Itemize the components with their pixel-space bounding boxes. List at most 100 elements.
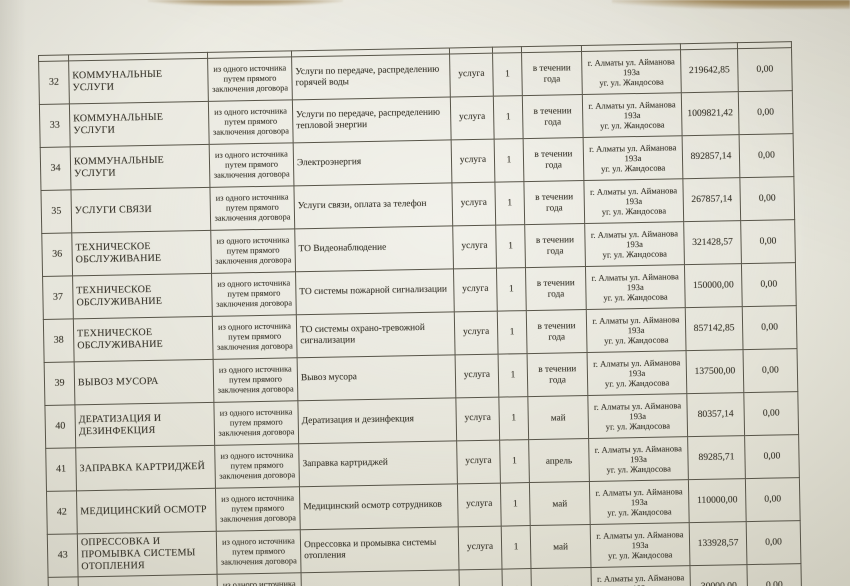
cell-unit: услуга	[450, 96, 495, 140]
cell-description: Медицинский осмотр сотрудников	[299, 483, 459, 530]
cell-quantity: 1	[498, 353, 528, 398]
address-line-3: уг. ул. Жандосова	[606, 463, 671, 475]
cell-method: из одного источника путем прямого заключ…	[213, 400, 299, 446]
cell-method: из одного источника путем прямого заключ…	[207, 56, 293, 102]
cell-category: ТЕХНИЧЕСКОЕ ОБСЛУЖИВАНИЕ	[72, 273, 213, 319]
cell-address: г. Алматы ул. Айманова 193а уг. ул. Жанд…	[586, 307, 687, 353]
cell-period: в течении года	[523, 137, 584, 182]
cell-row-number: 35	[40, 189, 72, 234]
address-line-3: уг. ул. Жандосова	[604, 377, 670, 389]
cell-row-number: 33	[39, 103, 71, 148]
cell-unit: услуга	[455, 354, 499, 398]
cell-quantity: 1	[493, 95, 524, 140]
cell-description: Электроэнергия	[293, 139, 452, 186]
cell-address: г. Алматы ул. Айманова 193а уг. ул. Жанд…	[585, 264, 686, 310]
cell-quantity: 1	[496, 267, 527, 312]
desk-surface-right	[612, 0, 850, 9]
cell-quantity: 1	[492, 52, 523, 97]
address-line-3: уг. ул. Жандосова	[607, 506, 672, 518]
cell-row-number: 36	[41, 232, 73, 277]
cell-paid: 0,00	[740, 219, 796, 264]
cell-unit: услуга	[457, 483, 502, 527]
cell-period: в течении года	[524, 223, 586, 268]
cell-category: КОММУНАЛЬНЫЕ УСЛУГИ	[69, 101, 210, 147]
cell-amount: 267857,14	[682, 177, 741, 222]
cell-address: г. Алматы ул. Айманова 193а уг. ул. Жанд…	[590, 522, 690, 568]
desk-surface-left	[148, 0, 343, 6]
cell-period: апрель	[528, 438, 590, 483]
cell-method: из одного источника путем прямого заключ…	[211, 271, 297, 317]
cell-description: Услуги по передаче, распределению теплов…	[292, 96, 452, 143]
cell-quantity: 1	[501, 568, 532, 586]
cell-period: в течении года	[523, 180, 585, 225]
cell-row-number: 37	[42, 275, 74, 320]
cell-address: г. Алматы ул. Айманова 193а уг. ул. Жанд…	[581, 49, 682, 95]
address-line-3: уг. ул. Жандосова	[601, 205, 667, 217]
cell-address: г. Алматы ул. Айманова 193а уг. ул. Жанд…	[587, 350, 687, 396]
address-line-3: уг. ул. Жандосова	[602, 248, 667, 260]
cell-category: ТЕХНИЧЕСКОЕ ОБСЛУЖИВАНИЕ	[73, 316, 214, 362]
cell-row-number: 39	[44, 361, 75, 406]
cell-description: ТО системы пожарной сигнализации	[295, 268, 455, 315]
cell-period: в течении года	[525, 266, 587, 311]
cell-amount: 1009821,42	[681, 91, 740, 136]
address-line-3: уг. ул. Жандосова	[604, 334, 669, 346]
cell-address: г. Алматы ул. Айманова 193а уг. ул. Жанд…	[583, 135, 683, 181]
cell-period: в течении года	[526, 309, 588, 354]
cell-method: из одного источника путем прямого заключ…	[209, 142, 294, 188]
cell-description: Услуги связи, оплата за телефон	[293, 182, 453, 229]
cell-category: ТЕХНИЧЕСКОЕ ОБСЛУЖИВАНИЕ	[71, 230, 212, 276]
cell-address: г. Алматы ул. Айманова 193а уг. ул. Жанд…	[582, 92, 683, 138]
cell-method: из одного источника путем прямого заключ…	[210, 228, 296, 274]
cell-description: Дератизация и дезинфекция	[297, 397, 457, 444]
cell-period: май	[527, 395, 589, 440]
cell-category: КОММУНАЛЬНЫЕ УСЛУГИ	[70, 144, 210, 190]
cell-method: из одного источника путем прямого заключ…	[216, 529, 302, 575]
cell-amount: 137500,00	[686, 349, 744, 394]
cell-paid: 0,00	[742, 305, 798, 350]
cell-quantity: 1	[498, 396, 529, 441]
cell-unit: услуга	[459, 569, 503, 586]
cell-method: из одного источника путем прямого заключ…	[212, 314, 298, 360]
cell-period: в течении года	[527, 352, 588, 397]
cell-category: УСЛУГИ СВЯЗИ	[70, 187, 211, 233]
cell-address: г. Алматы ул. Айманова 193а уг. ул. Жанд…	[589, 479, 690, 525]
cell-paid: 0,00	[743, 348, 798, 393]
cell-amount: 321428,57	[683, 220, 742, 265]
cell-unit: услуга	[458, 526, 502, 570]
cell-description: Заправка картриджей	[298, 440, 458, 487]
cell-paid: 0,00	[739, 133, 794, 178]
cell-row-number: 42	[46, 490, 78, 535]
cell-amount: 892857,14	[682, 134, 740, 179]
address-line-3: уг. ул. Жандосова	[599, 76, 664, 88]
cell-address: г. Алматы ул. Айманова 193а уг. ул. Жанд…	[587, 393, 688, 439]
address-line-3: уг. ул. Жандосова	[608, 549, 673, 561]
cell-unit: услуга	[451, 182, 496, 226]
cell-quantity: 1	[501, 525, 531, 570]
cell-period: май	[530, 524, 591, 569]
cell-category: ВЫВОЗ МУСОРА	[74, 359, 214, 405]
cell-paid: 0,00	[741, 262, 797, 307]
address-line-3: уг. ул. Жандосова	[605, 420, 671, 432]
cell-period: в течении года	[522, 94, 584, 139]
cell-unit: услуга	[451, 139, 495, 183]
cell-address: г. Алматы ул. Айманова 193а уг. ул. Жанд…	[583, 178, 684, 224]
cell-unit: услуга	[454, 311, 499, 355]
cell-description: ТО системы охрано-тревожной сигнализации	[296, 311, 456, 358]
cell-description: Опрессовка и промывка системы отопления	[300, 526, 460, 573]
cell-category: ПЕРЕЗАРЯДКА ОГНЕТУШИТЕЛЕЙ	[78, 574, 218, 586]
table-body: 32 КОММУНАЛЬНЫЕ УСЛУГИ из одного источни…	[38, 41, 802, 586]
cell-method: из одного источника путем прямого заключ…	[209, 185, 295, 231]
cell-address: г. Алматы ул. Айманова 193а уг. ул. Жанд…	[590, 565, 691, 586]
cell-category: ЗАПРАВКА КАРТРИДЖЕЙ	[75, 445, 216, 491]
cell-description: Вывоз мусора	[297, 354, 456, 401]
cell-period: в течении года	[521, 51, 583, 96]
cell-paid: 0,00	[739, 176, 795, 221]
cell-quantity: 1	[499, 439, 530, 484]
cell-unit: услуга	[456, 440, 501, 484]
cell-amount: 30000,00	[689, 564, 748, 586]
procurement-table: 32 КОММУНАЛЬНЫЕ УСЛУГИ из одного источни…	[38, 41, 803, 586]
cell-amount: 80357,14	[686, 392, 745, 437]
cell-row-number: 40	[44, 404, 76, 449]
cell-quantity: 1	[494, 181, 525, 226]
